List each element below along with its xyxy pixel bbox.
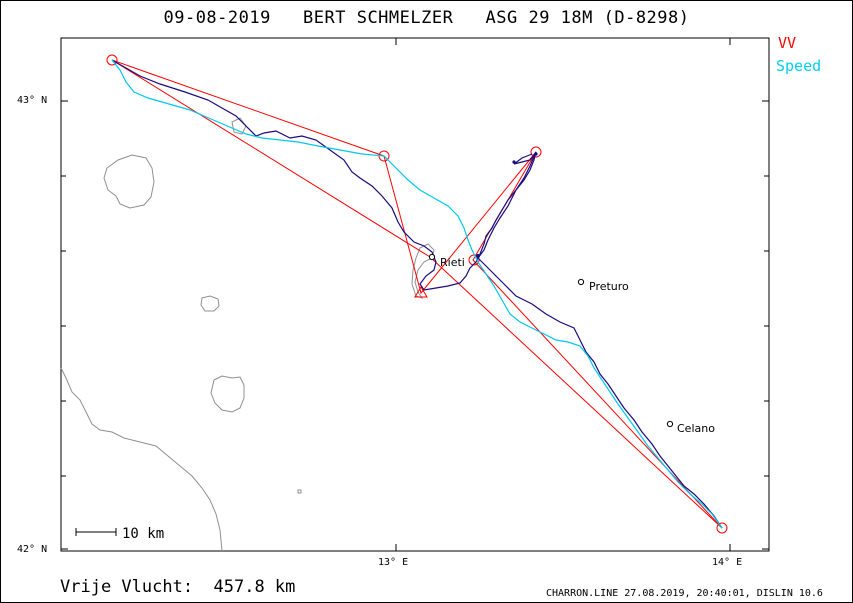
legend-speed: Speed [776, 57, 822, 75]
town-markers [428, 253, 674, 428]
track-markers [476, 152, 538, 258]
scale-bar [75, 528, 117, 536]
lake-outlines [60, 117, 435, 552]
circle-turnpoint-icon [716, 522, 728, 534]
town-label-rieti: Rieti [440, 256, 465, 269]
track-return [477, 151, 537, 259]
circle-turnpoint-icon [106, 54, 118, 66]
diamond-marker-icon [534, 152, 538, 156]
scale-label: 10 km [122, 526, 165, 542]
lon-label-14: 14° E [712, 557, 743, 568]
town-marker-preturo [577, 278, 585, 286]
task-lines [111, 59, 723, 529]
speed-track [111, 59, 723, 529]
triangle-start-icon [414, 286, 428, 298]
diamond-marker-icon [512, 160, 516, 164]
circle-turnpoint-icon [530, 146, 542, 158]
islet [297, 489, 302, 494]
town-marker-rieti [428, 253, 436, 261]
legend-vv: VV [778, 34, 797, 52]
town-label-celano: Celano [677, 422, 715, 435]
turnpoints [106, 54, 728, 534]
task-closing-line [111, 59, 431, 258]
plot-frame [60, 37, 770, 552]
speed-path [111, 59, 723, 529]
axis-ticks [61, 38, 769, 551]
coastline [60, 367, 223, 552]
lake-3 [210, 375, 245, 413]
lake-rieti [411, 243, 435, 299]
flight-track [111, 59, 723, 529]
task-leg-rieti [429, 256, 723, 529]
diamond-marker-icon [476, 254, 480, 258]
task-polygon [111, 59, 723, 529]
distance-label: Vrije Vlucht: 457.8 km [60, 577, 296, 597]
town-label-preturo: Preturo [589, 280, 629, 293]
lake-1 [103, 154, 155, 209]
lon-label-13: 13° E [378, 557, 409, 568]
lake-2 [200, 295, 220, 312]
lat-label-43: 43° N [17, 95, 48, 106]
town-marker-celano [666, 420, 674, 428]
footer-credit: CHARRON.LINE 27.08.2019, 20:40:01, DISLI… [546, 588, 823, 599]
map-title: 09-08-2019 BERT SCHMELZER ASG 29 18M (D-… [163, 8, 690, 28]
lat-label-42: 42° N [17, 544, 48, 555]
